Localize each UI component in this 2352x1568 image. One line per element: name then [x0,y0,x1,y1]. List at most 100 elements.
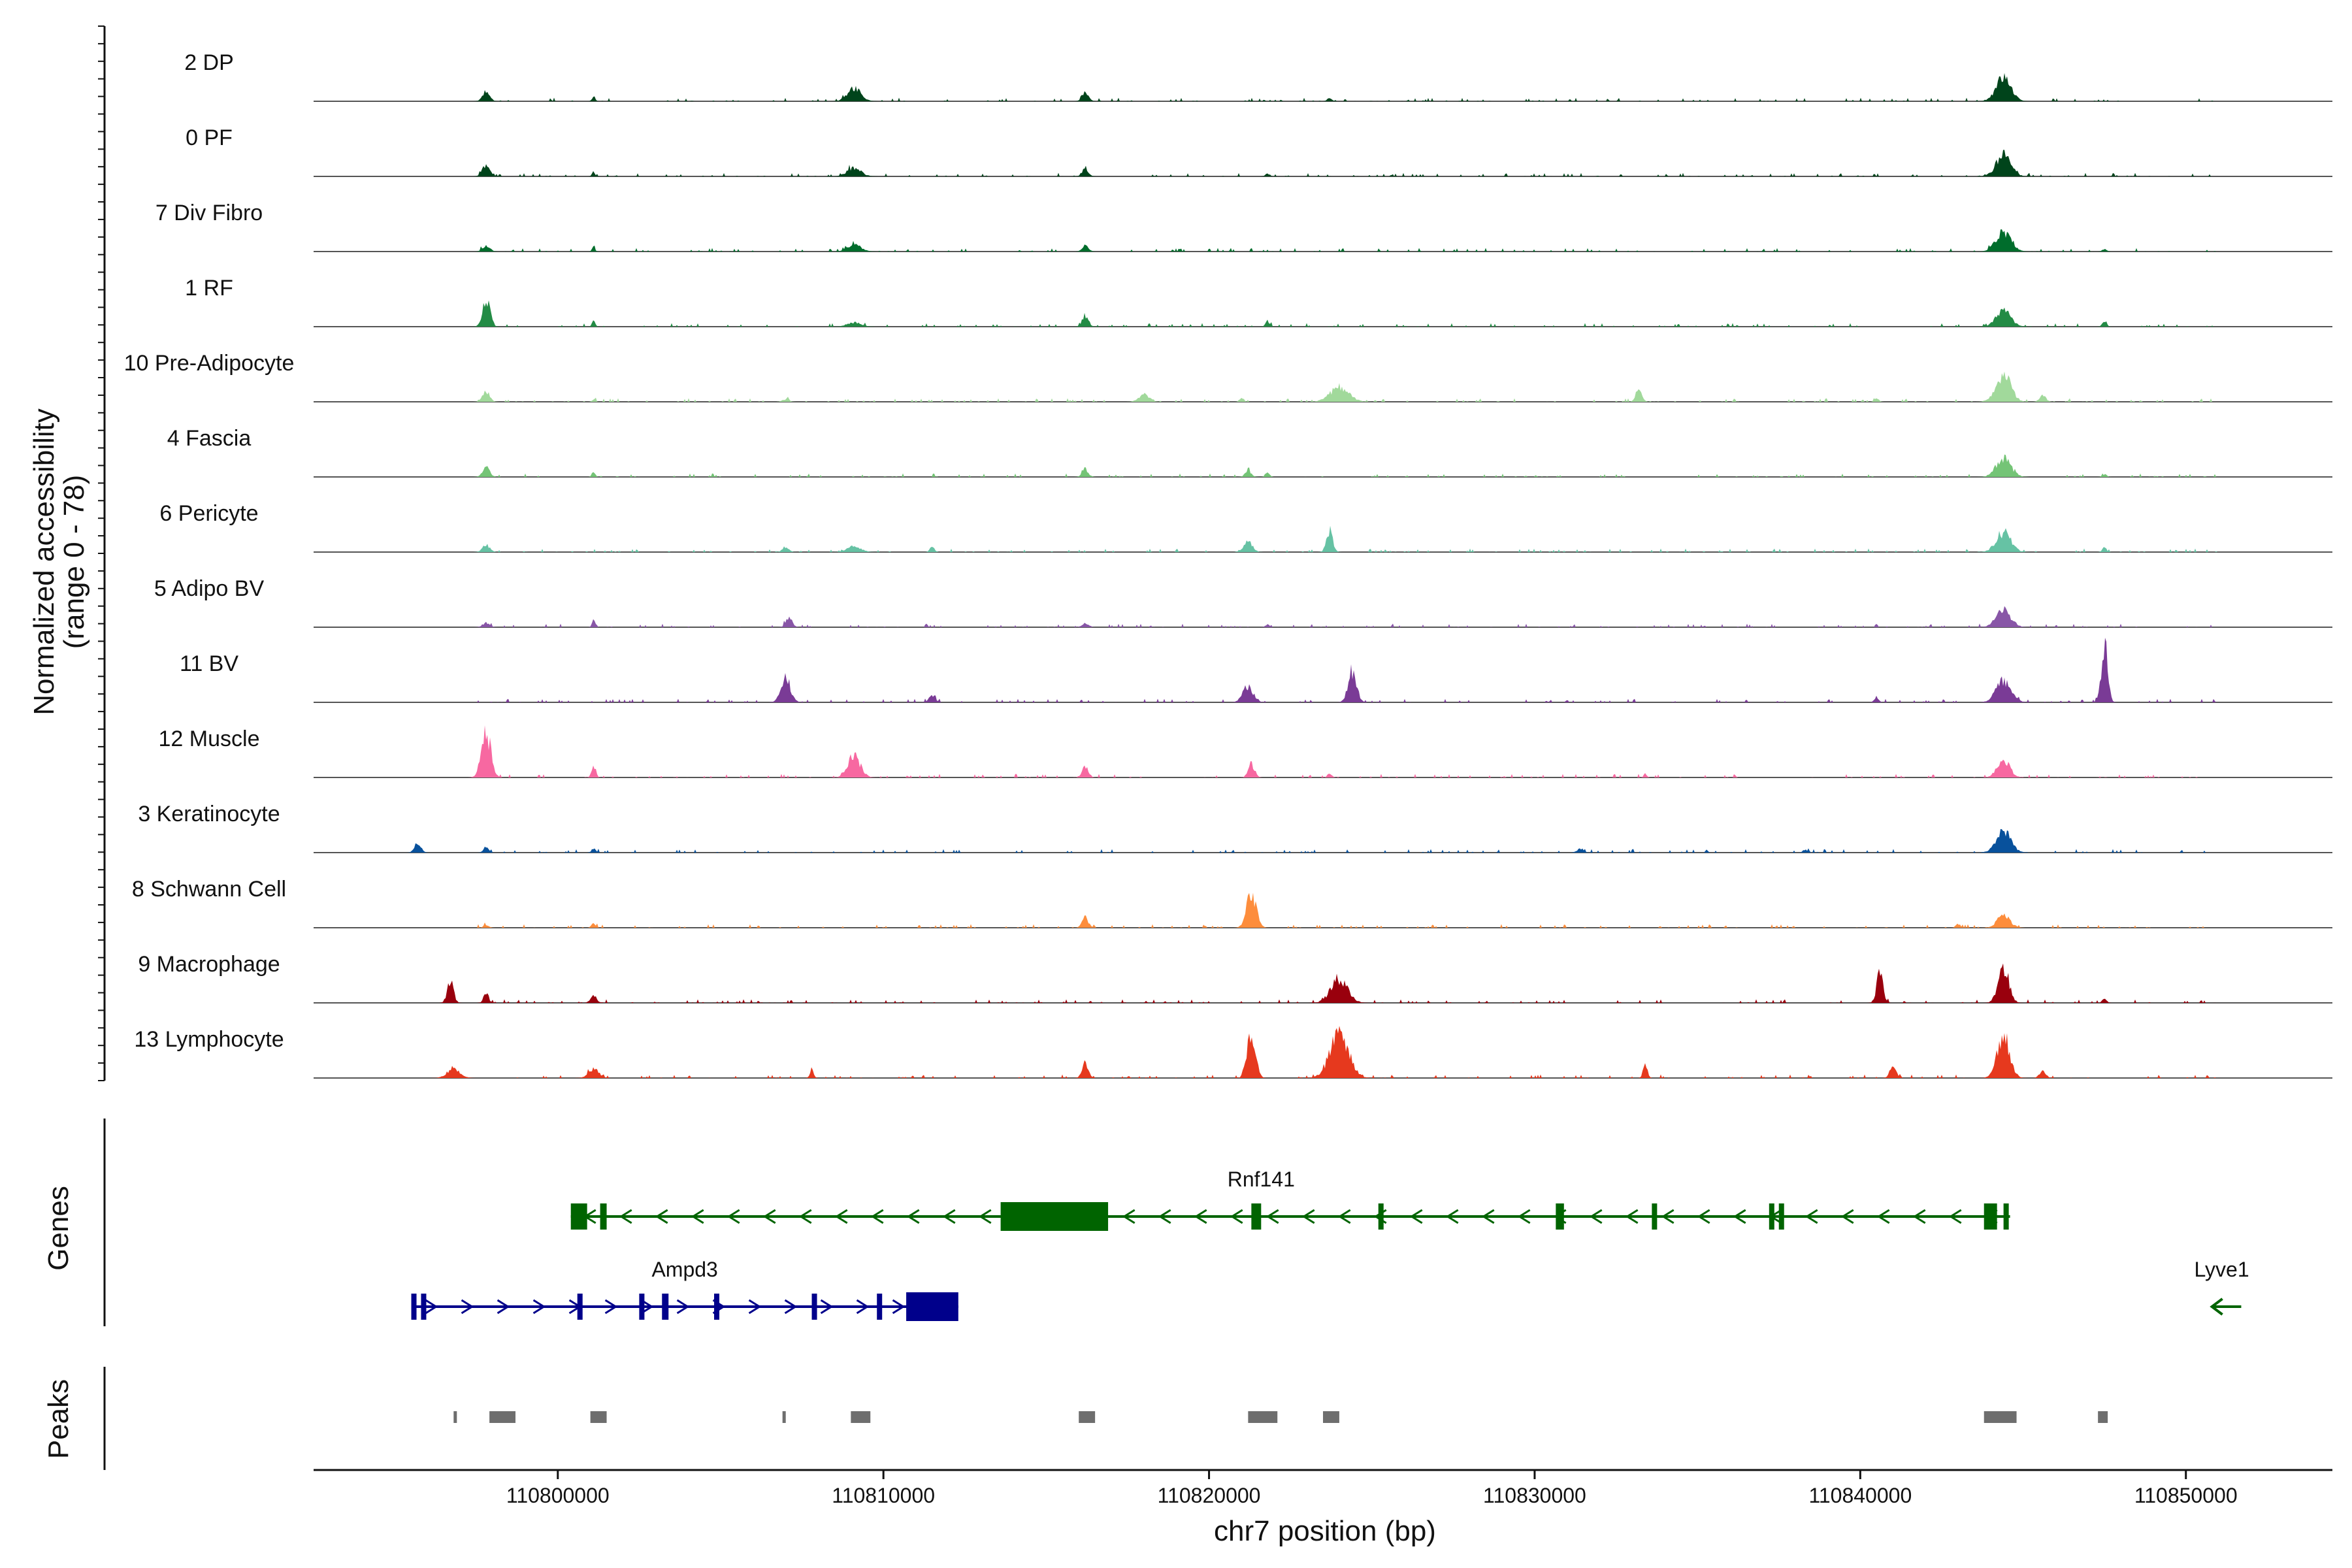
gene-strand-chevron [1517,1209,1531,1224]
gene-strand-chevron [1805,1209,1818,1224]
gene-exon [639,1294,645,1320]
gene-strand-chevron [1876,1209,1890,1224]
track-12-muscle [314,725,2332,778]
gene-strand-chevron [1266,1209,1279,1224]
track-label-13-lymphocyte: 13 Lymphocyte [134,1027,284,1052]
gene-label-ampd3: Ampd3 [651,1258,717,1281]
genes-panel: Rnf141 Ampd3 Lyve1 [411,1168,2249,1321]
gene-strand-chevron [619,1209,632,1224]
track-0-pf [314,150,2332,177]
gene-exon [1984,1203,1997,1230]
x-tick-label: 110800000 [506,1484,610,1507]
gene-strand-chevron [1158,1209,1171,1224]
gene-arrow-head [2210,1298,2223,1316]
axes: 110800000 110810000 110820000 110830000 1108… [98,25,2332,1507]
gene-strand-chevron [532,1299,546,1315]
gene-exon [600,1203,607,1230]
track-1-rf [314,300,2332,327]
gene-exon [811,1294,817,1320]
gene-exon [2003,1203,2009,1230]
peaks-panel-title: Peaks [42,1379,74,1459]
peak-region [489,1411,515,1423]
gene-exon [1378,1203,1384,1230]
gene-strand-chevron [820,1299,834,1315]
peak-region [1079,1411,1096,1423]
gene-strand-chevron [762,1209,776,1224]
gene-strand-chevron [1301,1209,1315,1224]
gene-strand-chevron [1409,1209,1423,1224]
x-tick-label: 110850000 [2134,1484,2238,1507]
x-tick-label: 110810000 [832,1484,935,1507]
track-label-0-pf: 0 PF [186,125,233,150]
track-6-pericyte [314,525,2332,553]
track-label-7-div-fibro: 7 Div Fibro [155,201,263,225]
coverage-area-8-schwann-cell [314,892,2332,928]
gene-exon [1652,1203,1658,1230]
track-4-fascia [314,454,2332,478]
gene-label-lyve1: Lyve1 [2194,1258,2249,1281]
peak-region [590,1411,607,1423]
coverage-area-1-rf [314,300,2332,327]
track-label-10-pre-adipocyte: 10 Pre-Adipocyte [124,351,295,376]
gene-strand-chevron [640,1299,654,1315]
gene-exon [1769,1203,1774,1230]
gene-exon [1251,1203,1262,1230]
track-label-1-rf: 1 RF [185,276,233,301]
gene-exon [570,1203,587,1230]
coverage-area-10-pre-adipocyte [314,371,2332,402]
gene-exon [1778,1203,1784,1230]
peak-region [453,1411,457,1423]
track-label-4-fascia: 4 Fascia [167,426,252,451]
track-11-bv [314,638,2332,703]
gene-exon [714,1294,720,1320]
x-tick-label: 110820000 [1158,1484,1261,1507]
track-label-9-macrophage: 9 Macrophage [138,952,280,977]
coverage-area-13-lymphocyte [314,1026,2332,1078]
coverage-tracks [314,73,2332,1079]
track-label-11-bv: 11 BV [180,651,238,676]
genes-panel-title: Genes [42,1186,74,1271]
coverage-area-6-pericyte [314,525,2332,552]
peaks-panel [453,1411,2108,1423]
gene-strand-chevron [1337,1209,1351,1224]
peak-region [782,1411,786,1423]
gene-strand-chevron [1661,1209,1674,1224]
coverage-area-5-adipo-bv [314,606,2332,627]
peak-region [2098,1411,2108,1423]
track-2-dp [314,73,2332,102]
gene-exon [421,1294,427,1320]
gene-strand-chevron [691,1209,704,1224]
gene-strand-chevron [727,1209,740,1224]
track-labels: 2 DP 0 PF 7 Div Fibro 1 RF 10 Pre-Adipocyte 4… [124,50,295,1052]
gene-strand-chevron [748,1299,762,1315]
gene-exon [662,1294,669,1320]
gene-strand-chevron [1194,1209,1207,1224]
track-label-2-dp: 2 DP [184,50,234,75]
gene-ampd3: Ampd3 [411,1258,958,1321]
track-3-keratinocyte [314,828,2332,853]
gene-strand-chevron [461,1299,474,1315]
gene-strand-chevron [1840,1209,1854,1224]
gene-strand-chevron [942,1209,956,1224]
track-9-macrophage [314,963,2332,1004]
coverage-area-7-div-fibro [314,229,2332,252]
gene-strand-chevron [798,1209,812,1224]
gene-strand-chevron [1625,1209,1639,1224]
gene-strand-chevron [1481,1209,1495,1224]
coverage-area-12-muscle [314,725,2332,777]
x-tick-label: 110830000 [1483,1484,1586,1507]
gene-strand-chevron [425,1299,438,1315]
gene-exon [877,1294,883,1320]
y-axis-title: Normalized accessibility [28,408,60,715]
track-label-8-schwann-cell: 8 Schwann Cell [132,877,286,902]
gene-strand-chevron [784,1299,798,1315]
gene-strand-chevron [1733,1209,1746,1224]
gene-rnf141: Rnf141 [570,1168,2010,1231]
track-label-6-pericyte: 6 Pericyte [159,501,258,526]
gene-strand-chevron [906,1209,920,1224]
gene-strand-chevron [1589,1209,1603,1224]
track-10-pre-adipocyte [314,371,2332,402]
gene-exon [1556,1203,1564,1230]
gene-strand-chevron [1445,1209,1459,1224]
